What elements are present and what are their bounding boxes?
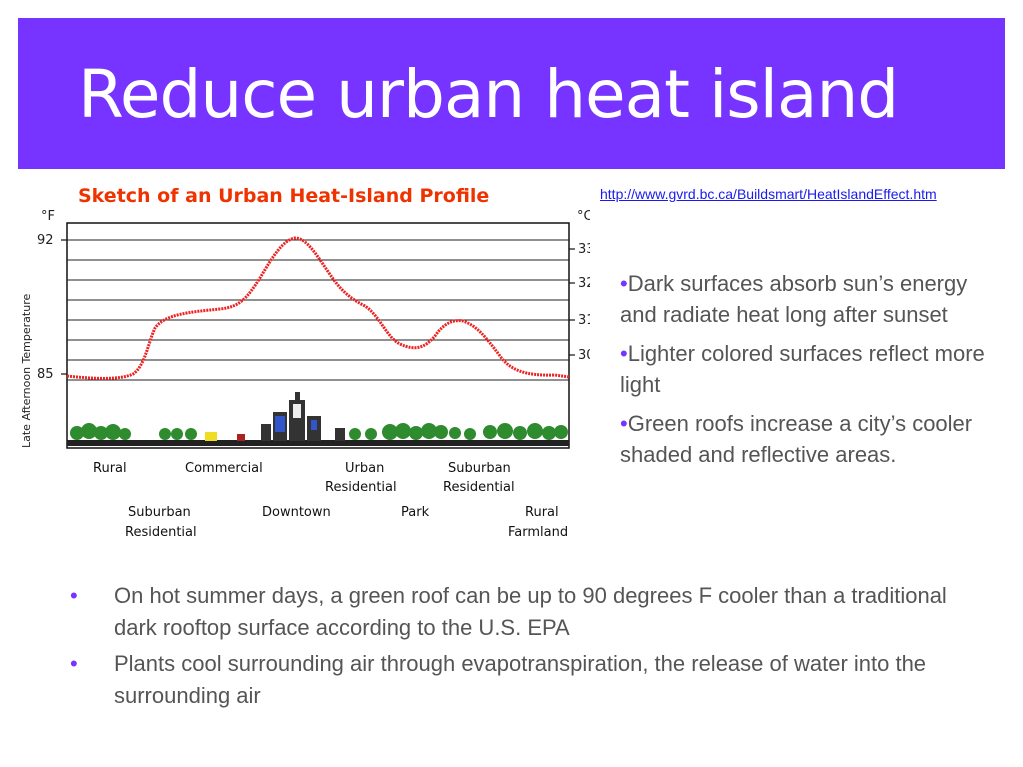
label-rural-bottom: Rural (525, 505, 559, 520)
tick-left-92: 92 (37, 233, 54, 248)
source-link[interactable]: http://www.gvrd.bc.ca/Buildsmart/HeatIsl… (600, 186, 937, 202)
right-bullet-text: Lighter colored surfaces reflect more li… (620, 341, 985, 397)
right-bullet-item: •Dark surfaces absorb sun’s energy and r… (620, 268, 1000, 330)
title-bar: Reduce urban heat island (18, 18, 1005, 169)
bullet-marker: • (70, 651, 78, 676)
right-bullet-item: •Lighter colored surfaces reflect more l… (620, 338, 1000, 400)
tick-right-31: 31 (578, 313, 590, 328)
bullet-marker: • (620, 341, 628, 366)
unit-fahrenheit: °F (41, 209, 55, 224)
figure-title: Sketch of an Urban Heat-Island Profile (78, 185, 489, 207)
bullet-marker: • (620, 271, 628, 296)
temperature-curve (66, 236, 570, 380)
right-bullet-text: Dark surfaces absorb sun’s energy and ra… (620, 271, 968, 327)
label-commercial: Commercial (185, 461, 263, 476)
tick-left-85: 85 (37, 367, 54, 382)
label-suburban-residential: Residential (443, 480, 515, 495)
label-park: Park (401, 505, 430, 520)
tick-right-32: 32 (578, 276, 590, 291)
label-urban-residential: Residential (325, 480, 397, 495)
plot-frame (66, 222, 570, 449)
tick-right-30: 30 (578, 348, 590, 363)
heat-island-figure: Sketch of an Urban Heat-Island Profile °… (20, 185, 590, 540)
right-bullet-text: Green roofs increase a city’s cooler sha… (620, 411, 973, 467)
bullet-marker: • (70, 583, 78, 608)
right-bullet-list: •Dark surfaces absorb sun’s energy and r… (620, 268, 1000, 478)
tick-right-33: 33 (578, 242, 590, 257)
bullet-marker: • (620, 411, 628, 436)
gridlines (67, 239, 569, 381)
axis-ticks (61, 239, 575, 375)
label-suburban-bottom: Suburban (128, 505, 191, 520)
bottom-bullet-list: • On hot summer days, a green roof can be… (70, 580, 970, 716)
bottom-bullet-item: • Plants cool surrounding air through eva… (70, 648, 970, 712)
right-bullet-item: •Green roofs increase a city’s cooler sh… (620, 408, 1000, 470)
slide-title: Reduce urban heat island (78, 56, 899, 133)
city-skyline-illustration (67, 392, 569, 446)
label-farmland: Farmland (508, 525, 568, 540)
bottom-bullet-item: • On hot summer days, a green roof can be… (70, 580, 970, 644)
bottom-bullet-text: On hot summer days, a green roof can be … (114, 583, 947, 640)
label-urban: Urban (345, 461, 384, 476)
bottom-bullet-text: Plants cool surrounding air through evap… (114, 651, 927, 708)
label-suburban: Suburban (448, 461, 511, 476)
unit-celsius: °C (577, 209, 590, 224)
label-rural: Rural (93, 461, 127, 476)
label-downtown: Downtown (262, 505, 331, 520)
y-axis-label: Late Afternoon Temperature (20, 294, 33, 448)
label-residential-bottom: Residential (125, 525, 197, 540)
